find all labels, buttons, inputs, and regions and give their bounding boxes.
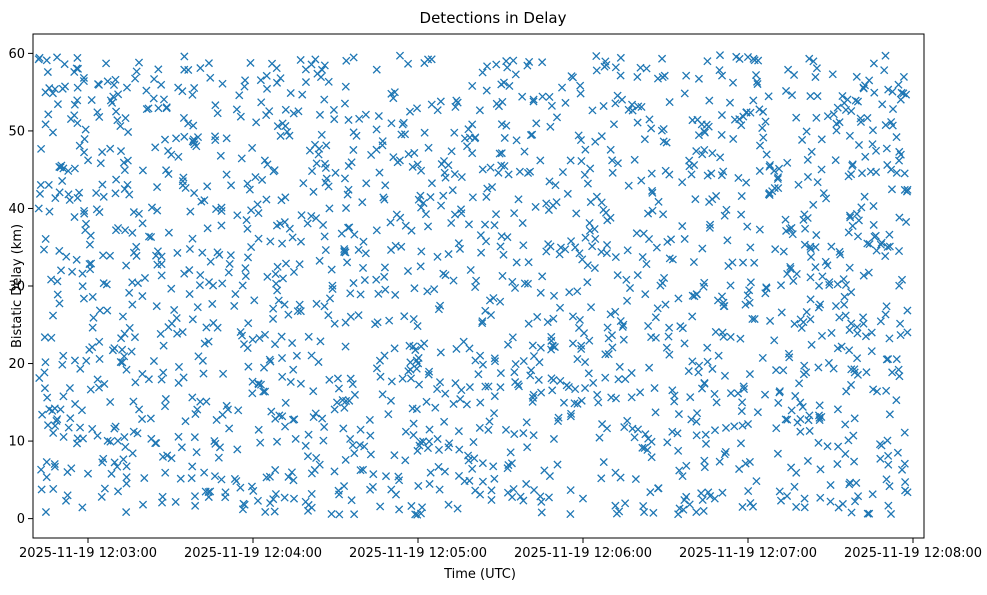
y-tick-label: 20: [8, 357, 25, 372]
x-tick-label: 2025-11-19 12:04:00: [184, 546, 322, 561]
y-axis-title: Bistatic Delay (km): [10, 224, 25, 348]
x-tick-label: 2025-11-19 12:03:00: [19, 546, 157, 561]
y-tick-label: 40: [8, 202, 25, 217]
x-axis-title: Time (UTC): [443, 567, 516, 582]
y-tick-label: 60: [8, 47, 25, 62]
y-tick-label: 0: [17, 512, 25, 527]
x-tick-label: 2025-11-19 12:06:00: [514, 546, 652, 561]
chart-title: Detections in Delay: [420, 9, 567, 27]
x-tick-label: 2025-11-19 12:05:00: [349, 546, 487, 561]
y-tick-label: 50: [8, 124, 25, 139]
x-tick-label: 2025-11-19 12:08:00: [844, 546, 982, 561]
x-tick-label: 2025-11-19 12:07:00: [679, 546, 817, 561]
y-tick-label: 10: [8, 435, 25, 450]
